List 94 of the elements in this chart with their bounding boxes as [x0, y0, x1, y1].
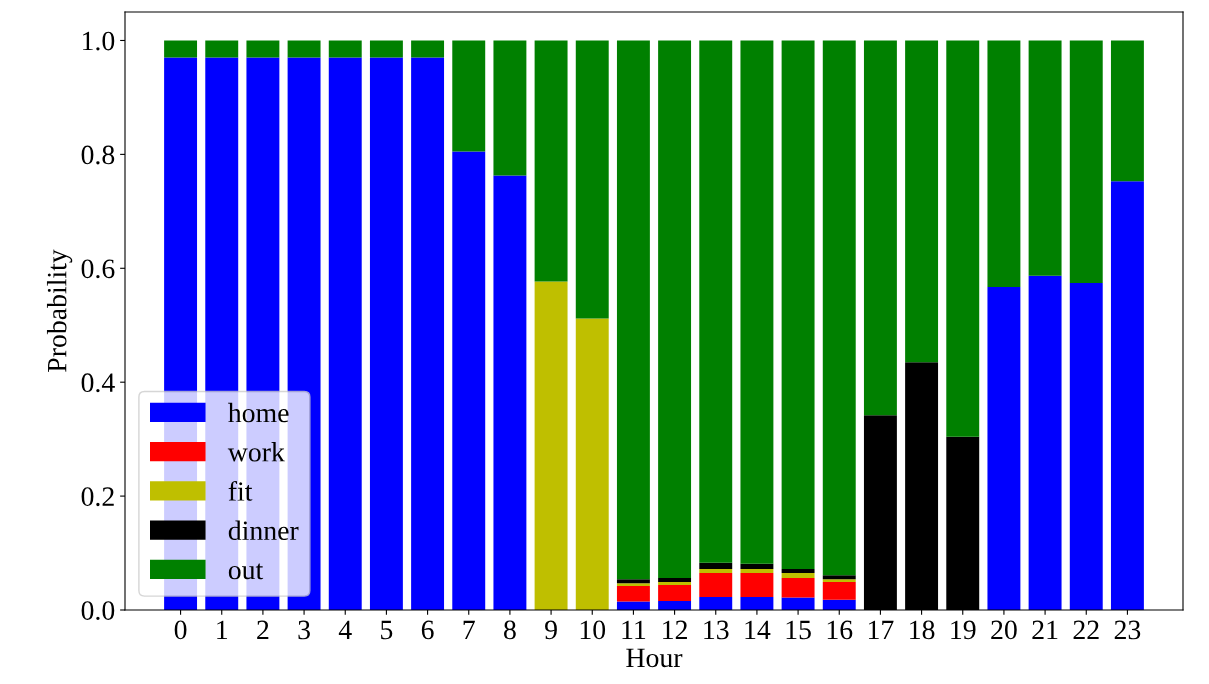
bar [1110, 181, 1144, 610]
bar [1069, 283, 1103, 610]
y-tick-label: 0.4 [81, 373, 115, 393]
bar [863, 40, 897, 416]
bar [616, 579, 650, 584]
y-tick-label: 0.0 [81, 601, 115, 621]
x-tick-label: 11 [622, 620, 646, 639]
bar [822, 582, 856, 600]
bar [740, 563, 774, 569]
x-tick-label: 23 [1114, 620, 1141, 640]
x-tick-label: 21 [1032, 620, 1058, 639]
x-tick-label: 17 [868, 620, 894, 639]
bar [740, 596, 774, 610]
bar [411, 57, 445, 610]
bar [616, 601, 650, 610]
x-tick-label: 18 [910, 620, 935, 640]
legend-label: fit [228, 481, 253, 501]
legend-label: work [227, 442, 285, 462]
bar [781, 572, 815, 579]
y-axis-title: Probability [46, 249, 73, 372]
x-tick-label: 13 [704, 620, 729, 640]
x-tick-label: 8 [504, 620, 516, 640]
legend-label: out [228, 563, 264, 580]
bar [699, 562, 733, 569]
bar [1110, 40, 1144, 182]
bar [740, 572, 774, 597]
bar [287, 40, 321, 58]
x-tick-label: 19 [951, 620, 976, 640]
bar [781, 568, 815, 573]
bar [987, 287, 1021, 610]
bar [781, 578, 815, 598]
x-tick-label: 2 [257, 620, 269, 639]
bar [1028, 275, 1062, 610]
bar [493, 175, 527, 610]
x-tick-label: 20 [991, 620, 1017, 640]
legend-label: dinner [228, 520, 299, 541]
x-tick-label: 16 [827, 620, 853, 640]
bar [699, 568, 733, 573]
y-tick-label: 0.2 [81, 487, 114, 507]
x-tick-label: 6 [421, 620, 434, 640]
x-tick-label: 4 [338, 620, 352, 639]
bar [616, 40, 650, 580]
bar [328, 57, 362, 610]
bar [781, 40, 815, 569]
bar [822, 579, 856, 583]
bar [781, 597, 815, 610]
bar [616, 586, 650, 602]
x-tick-label: 10 [580, 620, 606, 640]
bar [905, 40, 939, 363]
bar [987, 40, 1021, 288]
bar [369, 57, 403, 610]
x-tick-label: 7 [463, 620, 475, 639]
bar [369, 40, 403, 58]
bar [1028, 40, 1062, 276]
x-tick-label: 14 [745, 620, 771, 639]
bar [658, 584, 692, 601]
x-tick-label: 0 [174, 620, 187, 640]
x-tick-label: 9 [545, 620, 557, 640]
bar [699, 596, 733, 610]
y-tick-label: 1.0 [83, 31, 115, 51]
bar [452, 151, 486, 610]
bar [740, 40, 774, 564]
bar [946, 40, 980, 437]
bar [822, 40, 856, 576]
bar [575, 40, 609, 319]
bar [575, 318, 609, 610]
bar [411, 40, 445, 58]
bar [246, 40, 280, 58]
x-tick-label: 1 [217, 620, 228, 639]
x-tick-label: 5 [381, 620, 393, 640]
x-tick-label: 22 [1073, 620, 1099, 639]
bar [822, 575, 856, 580]
legend-label: home [228, 402, 289, 423]
bar [740, 568, 774, 573]
bar [616, 583, 650, 587]
x-tick-label: 15 [786, 620, 811, 640]
bar [1069, 40, 1103, 284]
bar [699, 40, 733, 563]
bar [205, 40, 239, 58]
bar [452, 40, 486, 152]
bar [658, 578, 692, 583]
bar [534, 40, 568, 282]
bar [164, 40, 198, 58]
y-tick-label: 0.6 [81, 259, 115, 279]
bar [658, 40, 692, 579]
bar [699, 572, 733, 597]
bar [658, 582, 692, 585]
x-tick-label: 12 [663, 620, 687, 639]
bar [328, 40, 362, 58]
x-axis-title: Hour [626, 648, 683, 668]
bar [534, 281, 568, 610]
x-tick-label: 3 [298, 620, 310, 640]
y-tick-label: 0.8 [81, 145, 115, 165]
bar [493, 40, 527, 176]
